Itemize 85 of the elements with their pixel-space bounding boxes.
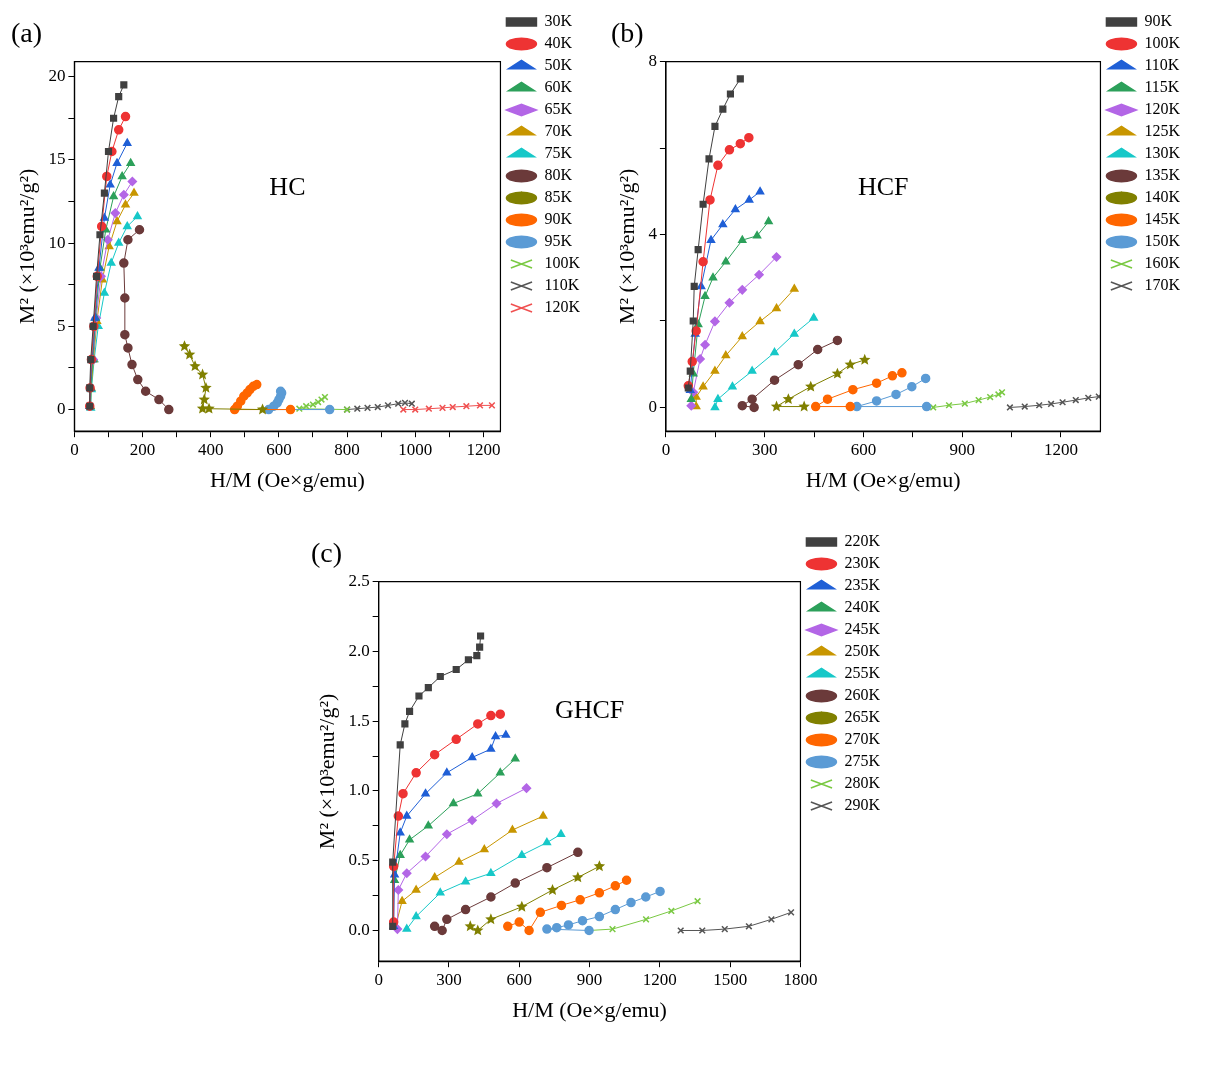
legend-label: 250K [843,642,880,660]
legend-label: 280K [843,774,880,792]
x-axis-title: H/M (Oe×g/emu) [209,466,365,492]
legend-label: 115K [1143,78,1180,96]
legend-label: 120K [1143,100,1180,118]
legend-label: 245K [843,620,880,638]
x-tick-label: 0 [69,439,79,459]
legend-label: 125K [1143,122,1180,140]
legend-label: 75K [543,144,572,162]
legend-label: 40K [543,34,572,52]
y-tick-label: 8 [647,51,657,71]
legend-label: 100K [543,254,580,272]
legend-label: 90K [543,210,572,228]
x-tick-label: 1200 [642,969,677,989]
y-tick-label: 15 [47,149,65,169]
x-tick-label: 900 [948,439,975,459]
chart-title: (c) [310,537,342,569]
x-tick-label: 300 [751,439,777,459]
x-tick-label: 0 [373,969,383,989]
x-tick-label: 200 [129,439,155,459]
x-tick-label: 1200 [1043,439,1078,459]
legend-label: 100K [1143,34,1180,52]
legend-label: 60K [543,78,572,96]
chart-title: (a) [10,17,42,49]
legend-label: 290K [843,796,880,814]
annotation: HCF [857,171,908,201]
legend-label: 145K [1143,210,1180,228]
legend-label: 65K [543,100,572,118]
y-tick-label: 20 [47,66,65,86]
legend-label: 135K [1143,166,1180,184]
x-tick-label: 300 [435,969,462,989]
y-axis-title: M² (×10³emu²/g²) [313,693,339,850]
legend-label: 30K [543,12,572,30]
legend-label: 240K [843,598,880,616]
y-tick-label: 1.0 [347,780,370,800]
y-tick-label: 1.5 [347,710,370,730]
legend-label: 220K [843,532,880,550]
x-axis-title: H/M (Oe×g/emu) [511,996,667,1022]
y-axis-title: M² (×10³emu²/g²) [13,168,39,325]
annotation: GHCF [554,695,624,725]
y-tick-label: 0.5 [347,850,370,870]
x-tick-label: 1800 [782,969,817,989]
y-tick-label: 10 [47,232,65,252]
legend-label: 270K [843,730,880,748]
legend-label: 80K [543,166,572,184]
legend-label: 50K [543,56,572,74]
y-tick-label: 5 [56,315,65,335]
y-tick-label: 4 [647,223,657,243]
legend-label: 140K [1143,188,1180,206]
y-tick-label: 2.5 [347,571,370,591]
chart-title: (b) [610,17,644,49]
y-tick-label: 0.0 [347,919,370,939]
x-tick-label: 800 [333,439,360,459]
legend-label: 120K [543,298,580,316]
legend-label: 265K [843,708,880,726]
legend-label: 70K [543,122,572,140]
legend-label: 160K [1143,254,1180,272]
x-tick-label: 1500 [712,969,747,989]
x-tick-label: 400 [197,439,223,459]
x-tick-label: 900 [576,969,602,989]
annotation: HC [268,171,305,201]
y-tick-label: 0 [647,396,657,416]
y-tick-label: 2.0 [347,640,370,660]
legend-label: 235K [843,576,880,594]
x-axis-title: H/M (Oe×g/emu) [805,466,961,492]
legend-label: 110K [543,276,580,294]
x-tick-label: 600 [265,439,292,459]
legend-label: 150K [1143,232,1180,250]
x-tick-label: 1000 [397,439,432,459]
y-axis-title: M² (×10³emu²/g²) [613,168,639,325]
legend-label: 275K [843,752,880,770]
legend-label: 230K [843,554,880,572]
x-tick-label: 0 [661,439,670,459]
legend-label: 260K [843,686,880,704]
legend-label: 85K [543,188,572,206]
legend-label: 110K [1143,56,1180,74]
x-tick-label: 600 [506,969,532,989]
x-tick-label: 600 [850,439,876,459]
legend-label: 90K [1143,12,1172,30]
x-tick-label: 1200 [465,439,500,459]
y-tick-label: 0 [56,399,65,419]
legend-label: 130K [1143,144,1180,162]
legend-label: 255K [843,664,880,682]
legend-label: 95K [543,232,572,250]
legend-label: 170K [1143,276,1180,294]
